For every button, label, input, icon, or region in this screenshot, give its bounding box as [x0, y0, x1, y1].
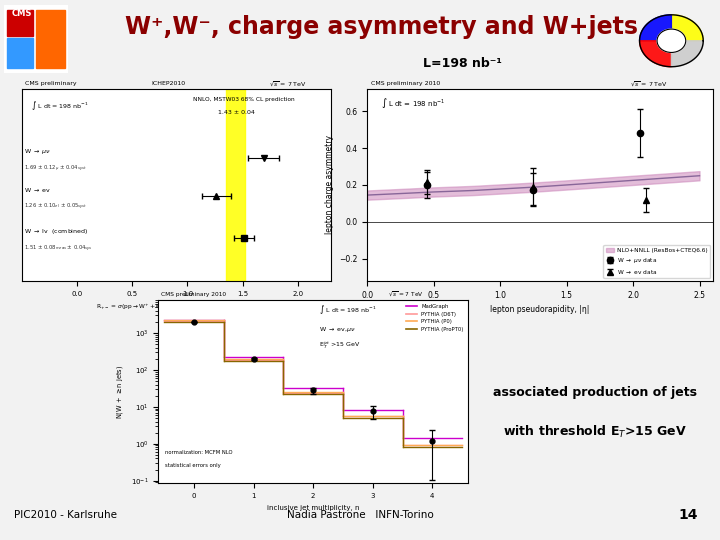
Text: CMS preliminary: CMS preliminary: [24, 81, 76, 86]
X-axis label: lepton pseudorapidity, |η|: lepton pseudorapidity, |η|: [490, 305, 590, 314]
Text: $\sqrt{s}$ = 7 TeV: $\sqrt{s}$ = 7 TeV: [630, 79, 667, 87]
Text: L=198 nb⁻¹: L=198 nb⁻¹: [423, 57, 502, 70]
Y-axis label: lepton charge asymmetry: lepton charge asymmetry: [325, 136, 333, 234]
Text: E$_T^{jet}$ >15 GeV: E$_T^{jet}$ >15 GeV: [320, 340, 361, 351]
Text: $\int$ L dt = 198 nb$^{-1}$: $\int$ L dt = 198 nb$^{-1}$: [381, 96, 445, 110]
Text: statistical errors only: statistical errors only: [165, 463, 220, 468]
Legend: NLO+NNLL (ResBos+CTEQ6.6), W $\rightarrow$ $\mu\nu$ data, W $\rightarrow$ ev dat: NLO+NNLL (ResBos+CTEQ6.6), W $\rightarro…: [603, 245, 710, 278]
Polygon shape: [639, 15, 671, 40]
Bar: [226, 89, 245, 281]
Legend: MadGraph, PYTHIA (D6T), PYTHIA (P0), PYTHIA (ProPT0): MadGraph, PYTHIA (D6T), PYTHIA (P0), PYT…: [404, 302, 465, 333]
Text: NNLO, MSTW03 68% CL prediction: NNLO, MSTW03 68% CL prediction: [193, 97, 294, 102]
Polygon shape: [671, 40, 703, 67]
Text: normalization: MCFM NLO: normalization: MCFM NLO: [165, 450, 232, 455]
Y-axis label: N(W $+$ $\geq$n jets): N(W $+$ $\geq$n jets): [115, 364, 125, 418]
Text: CMS preliminary 2010: CMS preliminary 2010: [161, 292, 227, 297]
Text: $\sqrt{s}$ = 7 TeV: $\sqrt{s}$ = 7 TeV: [269, 79, 307, 87]
Polygon shape: [671, 15, 703, 40]
Text: $\sqrt{s}$ = 7 TeV: $\sqrt{s}$ = 7 TeV: [387, 289, 423, 298]
Text: ICHEP2010: ICHEP2010: [152, 81, 186, 86]
Text: PIC2010 - Karlsruhe: PIC2010 - Karlsruhe: [14, 510, 117, 520]
Circle shape: [657, 29, 685, 52]
Text: 1.51 $\pm$ 0.08$_{meas}$ $\pm$ 0.04$_{sys}$: 1.51 $\pm$ 0.08$_{meas}$ $\pm$ 0.04$_{sy…: [24, 244, 93, 254]
Text: W $\rightarrow$ $\mu\nu$: W $\rightarrow$ $\mu\nu$: [24, 147, 51, 156]
X-axis label: R$_{+-}$ = $\sigma$(pp$\rightarrow$W$^+$+X$\rightarrow$l$^+\nu$+X)/$\sigma$(pp$\: R$_{+-}$ = $\sigma$(pp$\rightarrow$W$^+$…: [96, 302, 256, 312]
Text: with threshold E$_T$>15 GeV: with threshold E$_T$>15 GeV: [503, 424, 688, 440]
Text: W $\rightarrow$ lv  (combined): W $\rightarrow$ lv (combined): [24, 227, 88, 236]
Bar: [7, 10, 33, 36]
Bar: [7, 38, 33, 68]
Text: Nadia Pastrone   INFN-Torino: Nadia Pastrone INFN-Torino: [287, 510, 433, 520]
Text: $\int$ L dt = 198 nb$^{-1}$: $\int$ L dt = 198 nb$^{-1}$: [31, 99, 89, 112]
Text: 1.69 $\pm$ 0.12$_{\mu}$ $\pm$ 0.04$_{syst}$: 1.69 $\pm$ 0.12$_{\mu}$ $\pm$ 0.04$_{sys…: [24, 164, 86, 174]
Text: W $\rightarrow$ ev: W $\rightarrow$ ev: [24, 186, 51, 194]
Text: $\int$ L dt = 198 nb$^{-1}$: $\int$ L dt = 198 nb$^{-1}$: [320, 303, 377, 316]
X-axis label: inclusive jet multiplicity, n: inclusive jet multiplicity, n: [267, 504, 359, 511]
Text: 14: 14: [679, 508, 698, 522]
Text: CMS preliminary 2010: CMS preliminary 2010: [371, 81, 440, 86]
Bar: [36, 10, 66, 68]
Polygon shape: [639, 40, 671, 67]
Text: W⁺,W⁻, charge asymmetry and W+jets: W⁺,W⁻, charge asymmetry and W+jets: [125, 16, 638, 39]
Text: CMS: CMS: [12, 9, 32, 18]
Text: 1.43 ± 0.04: 1.43 ± 0.04: [218, 110, 256, 115]
Text: 1.26 $\pm$ 0.10$_{el}$ $\pm$ 0.05$_{syst}$: 1.26 $\pm$ 0.10$_{el}$ $\pm$ 0.05$_{syst…: [24, 202, 87, 212]
Text: associated production of jets: associated production of jets: [493, 386, 698, 399]
Text: W $\rightarrow$ ev,$\mu\nu$: W $\rightarrow$ ev,$\mu\nu$: [320, 325, 356, 334]
